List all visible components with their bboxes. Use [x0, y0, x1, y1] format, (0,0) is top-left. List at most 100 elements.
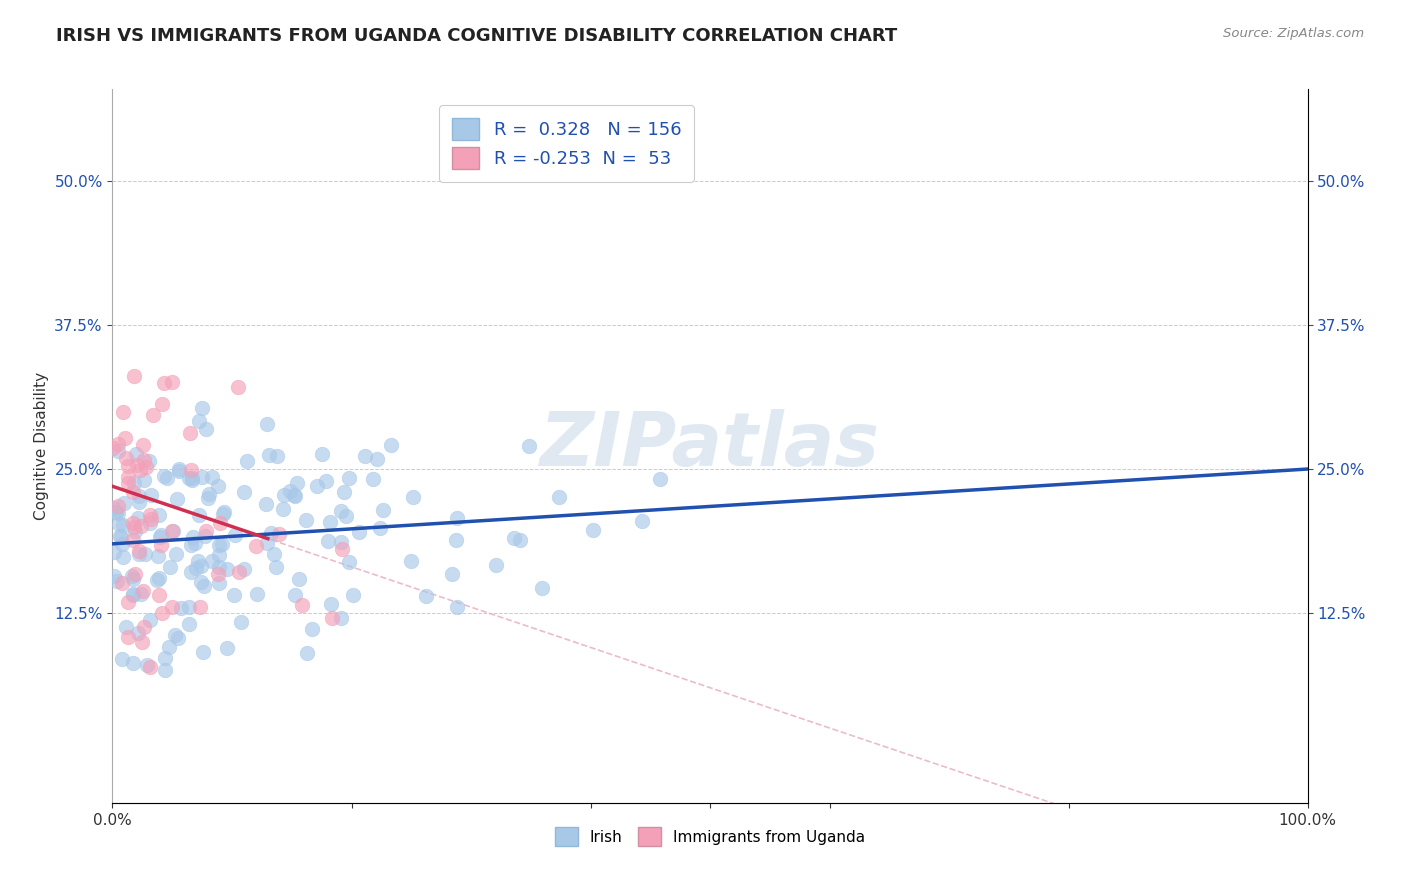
Point — [148, 549, 170, 563]
Point — [121, 587, 143, 601]
Point — [139, 613, 162, 627]
Point — [131, 635, 153, 649]
Point — [111, 537, 134, 551]
Point — [330, 542, 353, 557]
Point — [380, 438, 402, 452]
Point — [103, 545, 125, 559]
Point — [107, 499, 129, 513]
Point — [135, 460, 157, 475]
Point — [135, 658, 157, 673]
Point — [108, 516, 131, 531]
Point — [212, 507, 235, 521]
Point — [208, 548, 231, 562]
Point — [207, 567, 229, 582]
Point — [318, 515, 340, 529]
Point — [122, 368, 145, 383]
Text: Source: ZipAtlas.com: Source: ZipAtlas.com — [1223, 27, 1364, 40]
Point — [441, 566, 464, 581]
Point — [148, 571, 170, 585]
Point — [114, 450, 136, 465]
Point — [148, 588, 170, 602]
Point — [485, 558, 508, 572]
Point — [260, 526, 283, 541]
Point — [198, 486, 221, 500]
Point — [315, 474, 337, 488]
Point — [101, 442, 124, 456]
Point — [278, 483, 301, 498]
Point — [228, 566, 250, 580]
Point — [190, 559, 212, 574]
Point — [368, 521, 391, 535]
Point — [332, 484, 354, 499]
Point — [107, 436, 129, 450]
Point — [187, 508, 209, 522]
Point — [188, 600, 211, 615]
Point — [180, 463, 202, 477]
Point — [307, 478, 329, 492]
Point — [155, 471, 177, 485]
Y-axis label: Cognitive Disability: Cognitive Disability — [34, 372, 49, 520]
Point — [330, 534, 353, 549]
Point — [117, 459, 139, 474]
Point — [177, 599, 200, 614]
Point — [295, 512, 318, 526]
Point — [146, 573, 169, 587]
Point — [122, 588, 145, 602]
Point — [155, 651, 177, 665]
Point — [194, 524, 217, 538]
Point — [166, 492, 188, 507]
Point — [273, 501, 295, 516]
Point — [142, 408, 165, 422]
Point — [349, 524, 371, 539]
Point — [226, 379, 249, 393]
Point — [224, 588, 246, 602]
Point — [193, 578, 215, 592]
Point — [187, 554, 209, 568]
Point — [111, 576, 134, 591]
Point — [122, 572, 145, 586]
Point — [354, 449, 377, 463]
Point — [330, 611, 353, 625]
Point — [335, 508, 357, 523]
Point — [194, 422, 217, 436]
Point — [105, 505, 128, 519]
Point — [165, 547, 187, 561]
Point — [582, 523, 605, 537]
Point — [107, 507, 129, 521]
Point — [235, 454, 257, 468]
Point — [149, 538, 172, 552]
Point — [319, 598, 342, 612]
Point — [160, 375, 183, 389]
Point — [117, 630, 139, 644]
Point — [159, 560, 181, 574]
Point — [152, 376, 174, 391]
Point — [138, 454, 160, 468]
Point — [129, 587, 152, 601]
Point — [197, 491, 219, 505]
Point — [269, 526, 291, 541]
Point — [191, 645, 214, 659]
Point — [117, 595, 139, 609]
Point — [231, 615, 253, 630]
Point — [112, 518, 135, 533]
Point — [110, 529, 132, 543]
Point — [169, 463, 191, 477]
Point — [190, 575, 212, 590]
Point — [233, 562, 256, 576]
Point — [631, 514, 654, 528]
Point — [180, 565, 202, 579]
Point — [366, 451, 388, 466]
Point — [114, 431, 136, 445]
Point — [266, 450, 288, 464]
Point — [209, 516, 232, 531]
Point — [122, 520, 145, 534]
Point — [155, 664, 177, 678]
Point — [256, 417, 278, 431]
Point — [105, 574, 128, 588]
Point — [190, 401, 212, 415]
Point — [157, 640, 180, 654]
Point — [103, 568, 125, 582]
Point — [201, 469, 224, 483]
Point — [181, 530, 204, 544]
Point — [160, 599, 183, 614]
